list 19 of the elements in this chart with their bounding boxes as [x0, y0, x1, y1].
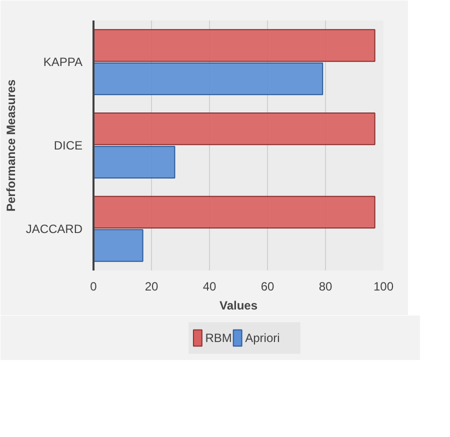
x-axis-title: Values [219, 298, 258, 312]
bar [94, 229, 144, 262]
legend-label: RBM [205, 331, 232, 345]
y-axis-title: Performance Measures [4, 79, 18, 212]
bar [94, 62, 324, 96]
x-tick-label: 20 [144, 280, 158, 294]
y-tick-label: DICE [54, 138, 82, 152]
x-tick-label: 60 [260, 280, 274, 294]
x-tick-label: 80 [318, 280, 332, 294]
bar [94, 112, 376, 146]
y-tick-label: JACCARD [26, 222, 83, 236]
x-tick-label: 0 [90, 280, 98, 294]
bar [94, 29, 376, 62]
x-tick-label: 100 [373, 280, 394, 294]
legend-label: Apriori [245, 331, 280, 345]
bar [94, 196, 376, 228]
bar [94, 146, 176, 178]
x-tick-label: 40 [202, 280, 216, 294]
y-tick-label: KAPPA [43, 55, 83, 70]
